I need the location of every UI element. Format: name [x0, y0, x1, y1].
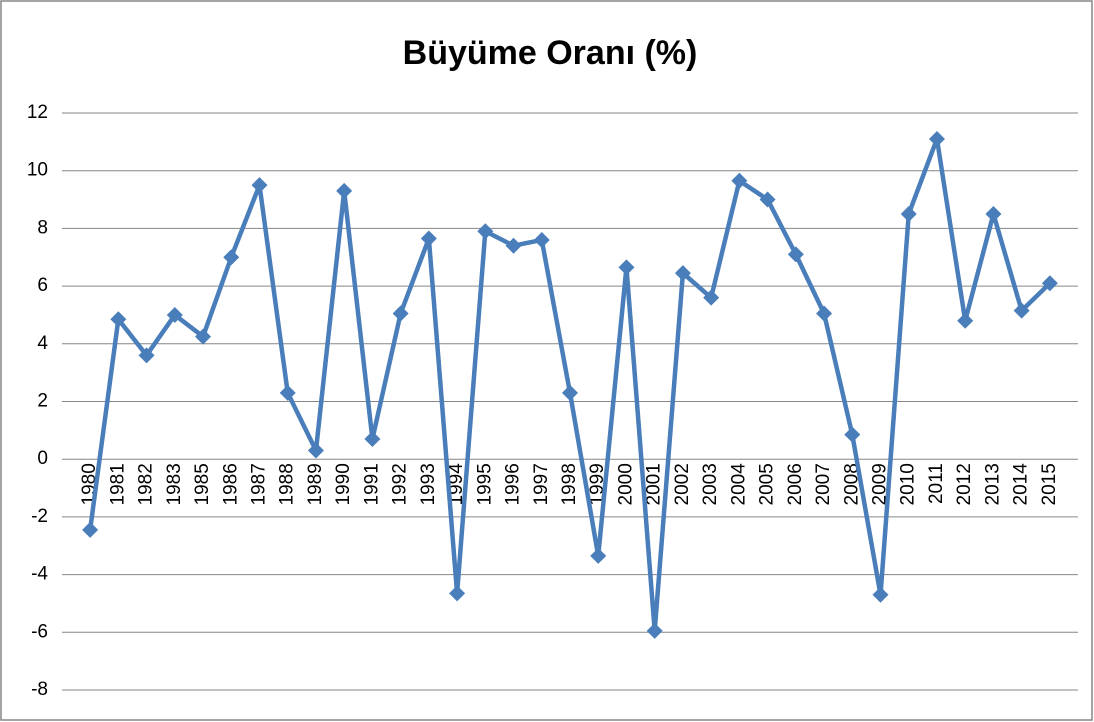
x-tick-label: 1982: [136, 463, 157, 505]
x-tick-label: 1985: [192, 463, 213, 505]
chart-title: Büyüme Oranı (%): [403, 34, 698, 72]
x-tick-label: 2003: [700, 463, 721, 505]
marker: [844, 426, 861, 443]
x-tick-label: 1997: [531, 463, 552, 505]
x-tick-label: 2002: [672, 463, 693, 505]
marker: [928, 130, 945, 147]
marker: [449, 585, 466, 602]
marker: [957, 312, 974, 329]
x-tick-label: 1992: [390, 463, 411, 505]
marker: [505, 237, 522, 254]
x-tick-label: 2013: [982, 463, 1003, 505]
marker: [674, 265, 691, 282]
marker: [279, 384, 296, 401]
marker: [420, 230, 437, 247]
x-tick-label: 1998: [559, 463, 580, 505]
x-tick-label: 2007: [813, 463, 834, 505]
x-tick-label: 2001: [644, 463, 665, 505]
marker: [985, 205, 1002, 222]
x-tick-label: 1989: [305, 463, 326, 505]
marker: [82, 521, 99, 538]
y-tick-label: -2: [31, 506, 48, 527]
marker: [195, 328, 212, 345]
marker: [364, 431, 381, 448]
marker: [787, 246, 804, 263]
marker: [392, 305, 409, 322]
marker: [138, 347, 155, 364]
marker: [703, 289, 720, 306]
x-tick-label: 1988: [277, 463, 298, 505]
y-tick-label: 4: [37, 333, 48, 354]
y-tick-label: -6: [31, 621, 48, 642]
marker: [110, 311, 127, 328]
marker: [590, 547, 607, 564]
y-tick-label: 0: [37, 448, 48, 469]
x-tick-label: 1986: [220, 463, 241, 505]
marker: [477, 223, 494, 240]
marker: [1013, 302, 1030, 319]
marker: [166, 306, 183, 323]
x-tick-label: 1996: [503, 463, 524, 505]
marker: [223, 249, 240, 266]
x-tick-label: 1991: [361, 463, 382, 505]
x-tick-label: 2010: [898, 463, 919, 505]
marker: [307, 442, 324, 459]
marker: [1041, 275, 1058, 292]
marker: [533, 231, 550, 248]
x-tick-label: 2004: [728, 463, 749, 506]
x-tick-label: 1993: [418, 463, 439, 505]
x-tick-label: 2011: [926, 463, 947, 504]
marker: [872, 586, 889, 603]
x-tick-label: 2015: [1039, 463, 1060, 505]
y-tick-label: 2: [37, 391, 48, 412]
y-tick-label: 12: [27, 102, 48, 123]
x-tick-label: 2014: [1011, 463, 1032, 506]
x-tick-label: 1990: [333, 463, 354, 505]
x-tick-label: 1987: [249, 463, 270, 505]
marker: [900, 205, 917, 222]
marker: [731, 172, 748, 189]
x-tick-label: 1983: [164, 463, 185, 505]
x-tick-label: 1995: [474, 463, 495, 505]
x-tick-label: 2000: [615, 463, 636, 505]
marker: [618, 259, 635, 276]
x-tick-label: 2009: [870, 463, 891, 505]
x-tick-label: 2012: [954, 463, 975, 505]
marker: [562, 384, 578, 401]
marker: [336, 182, 353, 199]
x-tick-label: 1981: [107, 463, 128, 505]
y-tick-label: 6: [37, 275, 48, 296]
x-tick-label: 2005: [757, 463, 778, 505]
y-tick-label: -8: [31, 679, 48, 700]
marker: [251, 177, 268, 194]
marker: [816, 305, 833, 322]
marker: [759, 191, 776, 208]
marker: [646, 622, 663, 639]
y-tick-label: 10: [27, 160, 48, 181]
x-tick-label: 2006: [785, 463, 806, 505]
y-tick-label: -4: [31, 564, 48, 585]
y-tick-label: 8: [37, 217, 48, 238]
